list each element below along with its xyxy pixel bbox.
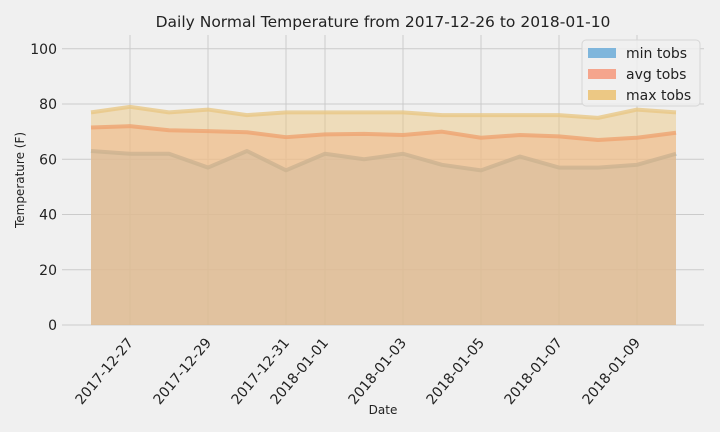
legend: min tobs avg tobs max tobs <box>581 39 701 107</box>
legend-swatch <box>588 90 616 100</box>
legend-label: avg tobs <box>626 67 686 83</box>
x-axis-label: Date <box>369 403 398 417</box>
y-tick-label: 20 <box>39 263 57 279</box>
legend-swatch <box>588 69 616 79</box>
y-tick-label: 40 <box>39 208 57 224</box>
legend-label: min tobs <box>626 46 687 62</box>
legend-label: max tobs <box>626 88 691 104</box>
plot-areas <box>90 104 677 326</box>
y-tick-label: 60 <box>39 152 57 168</box>
line-max-tobs <box>90 104 677 120</box>
y-axis-label: Temperature (F) <box>13 132 27 229</box>
area-max-tobs <box>91 106 676 325</box>
y-ticks: 0 20 40 60 80 100 <box>30 42 57 334</box>
y-tick-label: 100 <box>30 42 57 58</box>
chart-title: Daily Normal Temperature from 2017-12-26… <box>156 13 611 31</box>
legend-swatch <box>588 48 616 58</box>
y-tick-label: 80 <box>39 97 57 113</box>
y-tick-label: 0 <box>48 318 57 334</box>
